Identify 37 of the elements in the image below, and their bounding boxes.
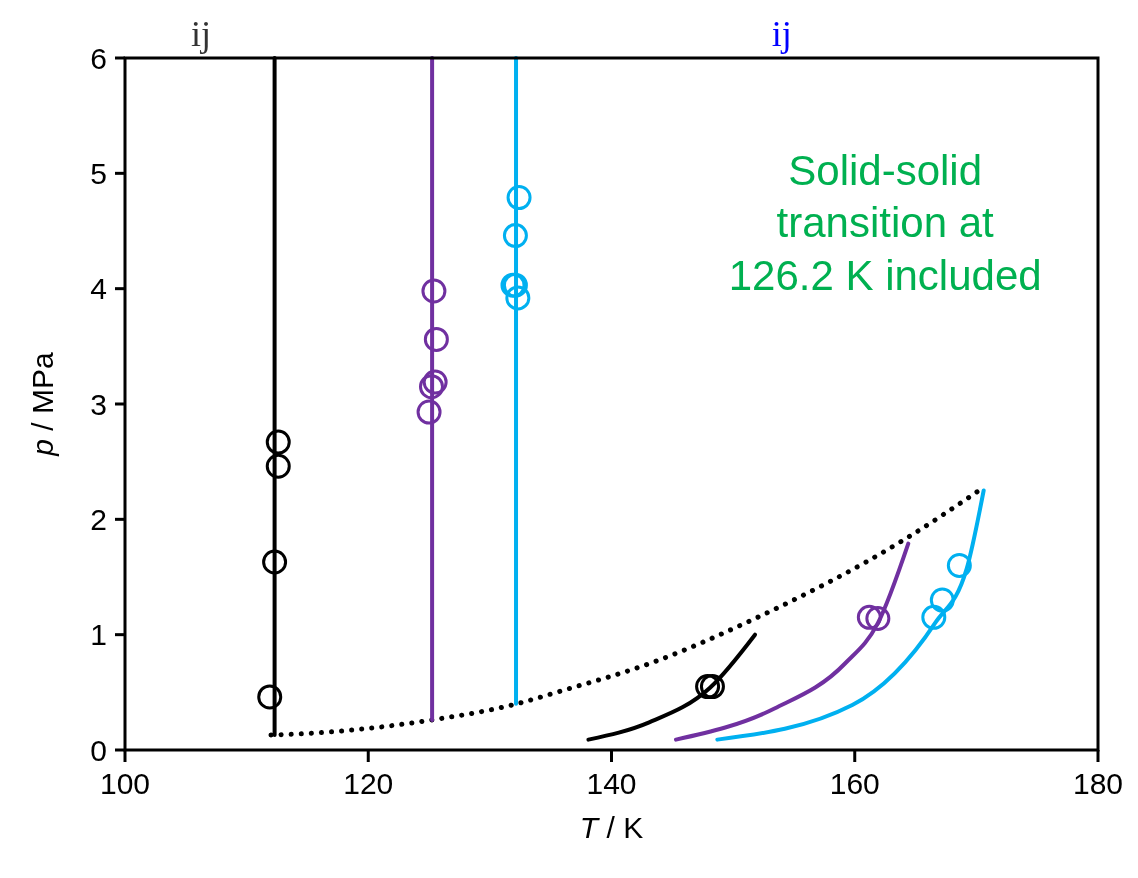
point <box>422 369 448 395</box>
line-series <box>673 541 911 742</box>
point <box>856 604 882 630</box>
point <box>423 326 449 352</box>
y-tick-label: 6 <box>90 41 107 75</box>
point <box>265 453 291 479</box>
point <box>946 552 972 578</box>
y-axis-title: p / MPa <box>26 352 59 457</box>
x-tick-label: 180 <box>1072 767 1124 800</box>
x-tick-label: 100 <box>99 767 151 800</box>
point <box>929 587 955 613</box>
point <box>416 399 442 425</box>
point <box>265 429 291 455</box>
y-tick-label: 5 <box>90 156 107 190</box>
y-tick-label: 3 <box>90 387 107 421</box>
text: ij <box>771 14 792 54</box>
x-tick-label: 160 <box>829 767 880 800</box>
x-axis-title: T / K <box>579 811 644 844</box>
point <box>419 374 444 400</box>
point <box>257 684 283 710</box>
point <box>505 285 531 311</box>
point <box>506 185 532 211</box>
text: ij <box>190 14 211 54</box>
point <box>502 223 528 249</box>
y-tick-label: 2 <box>90 502 107 536</box>
point <box>421 278 447 304</box>
annotation: Solid-solid transition at 126.2 K included <box>728 146 1042 299</box>
line-series <box>715 488 986 742</box>
point <box>921 604 947 630</box>
point <box>865 606 891 632</box>
y-tick-label: 4 <box>90 272 107 306</box>
line-series <box>586 632 758 742</box>
x-tick-label: 120 <box>343 767 394 800</box>
point <box>262 549 288 575</box>
y-tick-label: 0 <box>90 733 107 767</box>
y-tick-label: 1 <box>90 618 107 652</box>
x-tick-label: 140 <box>586 767 637 800</box>
